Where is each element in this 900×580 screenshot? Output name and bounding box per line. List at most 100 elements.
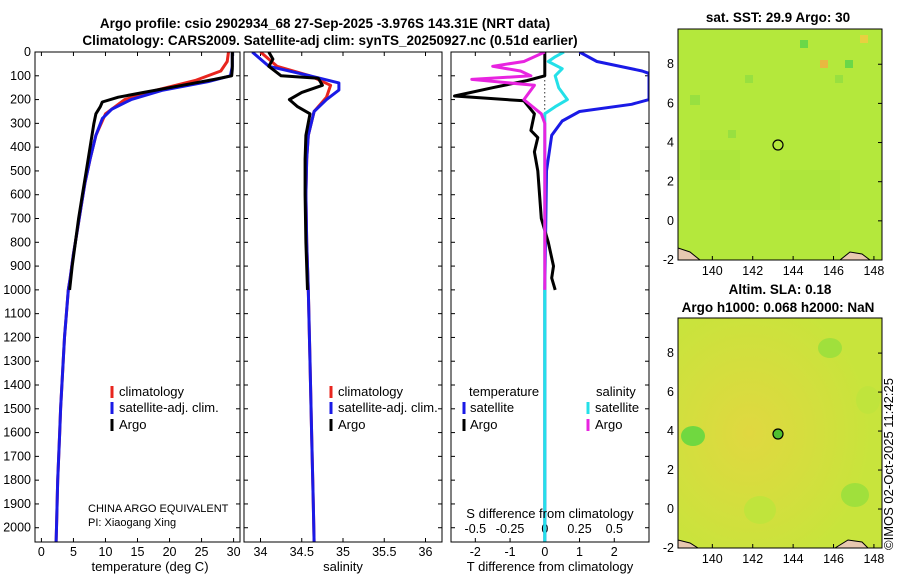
series-argo [267,52,324,290]
depth-tick-label: 800 [10,235,31,249]
map-y-tick-label: 6 [667,385,674,399]
map-x-tick-label: 146 [823,552,844,566]
map-x-tick-label: 142 [742,552,763,566]
legend-label-climatology: climatology [119,384,185,399]
s-tick-label: -0.25 [496,522,525,536]
legend-heading-temperature: temperature [469,384,539,399]
salinity-axes-frame [243,51,443,543]
difference-legend: temperature salinity satellite Argo sate… [462,384,639,432]
depth-tick-label: 1000 [3,283,31,297]
x-tick-label: 35.5 [372,545,396,559]
depth-axis-ticks: 0 100 200 300 400 500 600 700 800 900 1000 1100 1200… [3,45,649,535]
map-y-tick-label: 4 [667,424,674,438]
depth-tick-label: 500 [10,164,31,178]
map-y-tick-label: 8 [667,346,674,360]
x-tick-label: 34.5 [290,545,314,559]
sla-cell [841,483,869,507]
temperature-series [54,52,234,542]
x-tick-label: -1 [504,545,515,559]
depth-tick-label: 2000 [3,521,31,535]
coastline [678,539,699,548]
series-satellite-adj-clim- [251,52,341,542]
sst-cell [745,75,753,83]
series-satellite-adj-clim- [54,52,234,542]
series-argo [68,52,234,291]
map-y-tick-label: 2 [667,175,674,189]
x-tick-label: 0 [38,545,45,559]
map-x-tick-label: 144 [783,552,804,566]
s-tick-label: 0.5 [606,522,623,536]
depth-tick-label: 1500 [3,402,31,416]
sla-map-title-line1: Altim. SLA: 0.18 [729,282,832,297]
legend-label-argo: Argo [119,417,146,432]
legend-label-climatology: climatology [338,384,404,399]
map-x-tick-label: 140 [702,264,723,278]
sla-map-x-ticks: 140 142 144 146 148 [702,544,884,566]
sla-map-frame [677,317,883,549]
sla-cell [681,426,705,446]
sst-map-y-ticks: -2 0 2 4 6 8 [663,57,882,267]
platform-annotation: CHINA ARGO EQUIVALENT [88,503,229,515]
map-x-tick-label: 146 [823,264,844,278]
depth-tick-label: 400 [10,140,31,154]
series-climatology [259,52,333,542]
sla-cell [744,496,776,524]
sst-map-cells [678,35,871,260]
sst-cell [690,95,700,105]
sst-cell [700,150,740,180]
sst-cell [820,60,828,68]
x-tick-label: 10 [99,545,113,559]
legend-label-satellite-adj: satellite-adj. clim. [338,400,438,415]
salinity-series [251,52,341,542]
depth-tick-label: 200 [10,93,31,107]
x-tick-label: 1 [576,545,583,559]
x-tick-label: 25 [195,545,209,559]
temperature-panel: 0100200300400500600700800900100011001200… [3,45,649,574]
map-x-tick-label: 142 [742,264,763,278]
figure-title-line1: Argo profile: csio 2902934_68 27-Sep-202… [100,16,550,31]
x-tick-label: 36 [419,545,433,559]
x-tick-label: -2 [470,545,481,559]
map-y-tick-label: 2 [667,463,674,477]
temperature-xlabel: temperature (deg C) [91,559,208,574]
sst-cell [845,60,853,68]
difference-xlabel: T difference from climatology [467,559,634,574]
map-x-tick-label: 140 [702,552,723,566]
depth-tick-label: 1800 [3,473,31,487]
map-y-tick-label: 6 [667,96,674,110]
map-y-tick-label: 4 [667,136,674,150]
depth-tick-label: 1400 [3,378,31,392]
sla-map-y-ticks: -2 0 2 4 6 8 [663,346,882,555]
difference-series [453,52,649,542]
sst-cell [860,35,868,43]
series-temperature-argo [453,52,557,291]
depth-tick-label: 1900 [3,497,31,511]
coastline [678,247,701,260]
map-y-tick-label: -2 [663,541,674,555]
argo-location-marker [772,428,784,440]
temperature-x-ticks: 0 5 10 15 20 25 30 [38,52,241,559]
depth-tick-label: 900 [10,259,31,273]
sst-map-frame [677,28,883,261]
coastline [834,539,869,548]
x-tick-label: 30 [227,545,241,559]
s-tick-label: 0.25 [567,522,591,536]
coastline [839,251,871,260]
depth-tick-label: 1100 [4,307,31,321]
pi-annotation: PI: Xiaogang Xing [88,517,176,529]
x-tick-label: 35 [336,545,350,559]
temperature-legend: climatology satellite-adj. clim. Argo [110,384,219,432]
salinity-difference-label: S difference from climatology [466,506,634,521]
sst-cell [800,40,808,48]
s-tick-label: -0.5 [465,522,487,536]
x-tick-label: 34 [254,545,268,559]
series-climatology [54,52,230,542]
salinity-legend: climatology satellite-adj. clim. Argo [329,384,438,432]
legend-label-satellite-adj: satellite-adj. clim. [119,400,219,415]
legend-label-temp-satellite: satellite [470,400,514,415]
map-y-tick-label: 0 [667,502,674,516]
legend-heading-salinity: salinity [596,384,636,399]
depth-tick-label: 1600 [3,426,31,440]
salinity-panel: 34 34.5 35 35.5 36 salinity climatology sate… [243,51,443,574]
